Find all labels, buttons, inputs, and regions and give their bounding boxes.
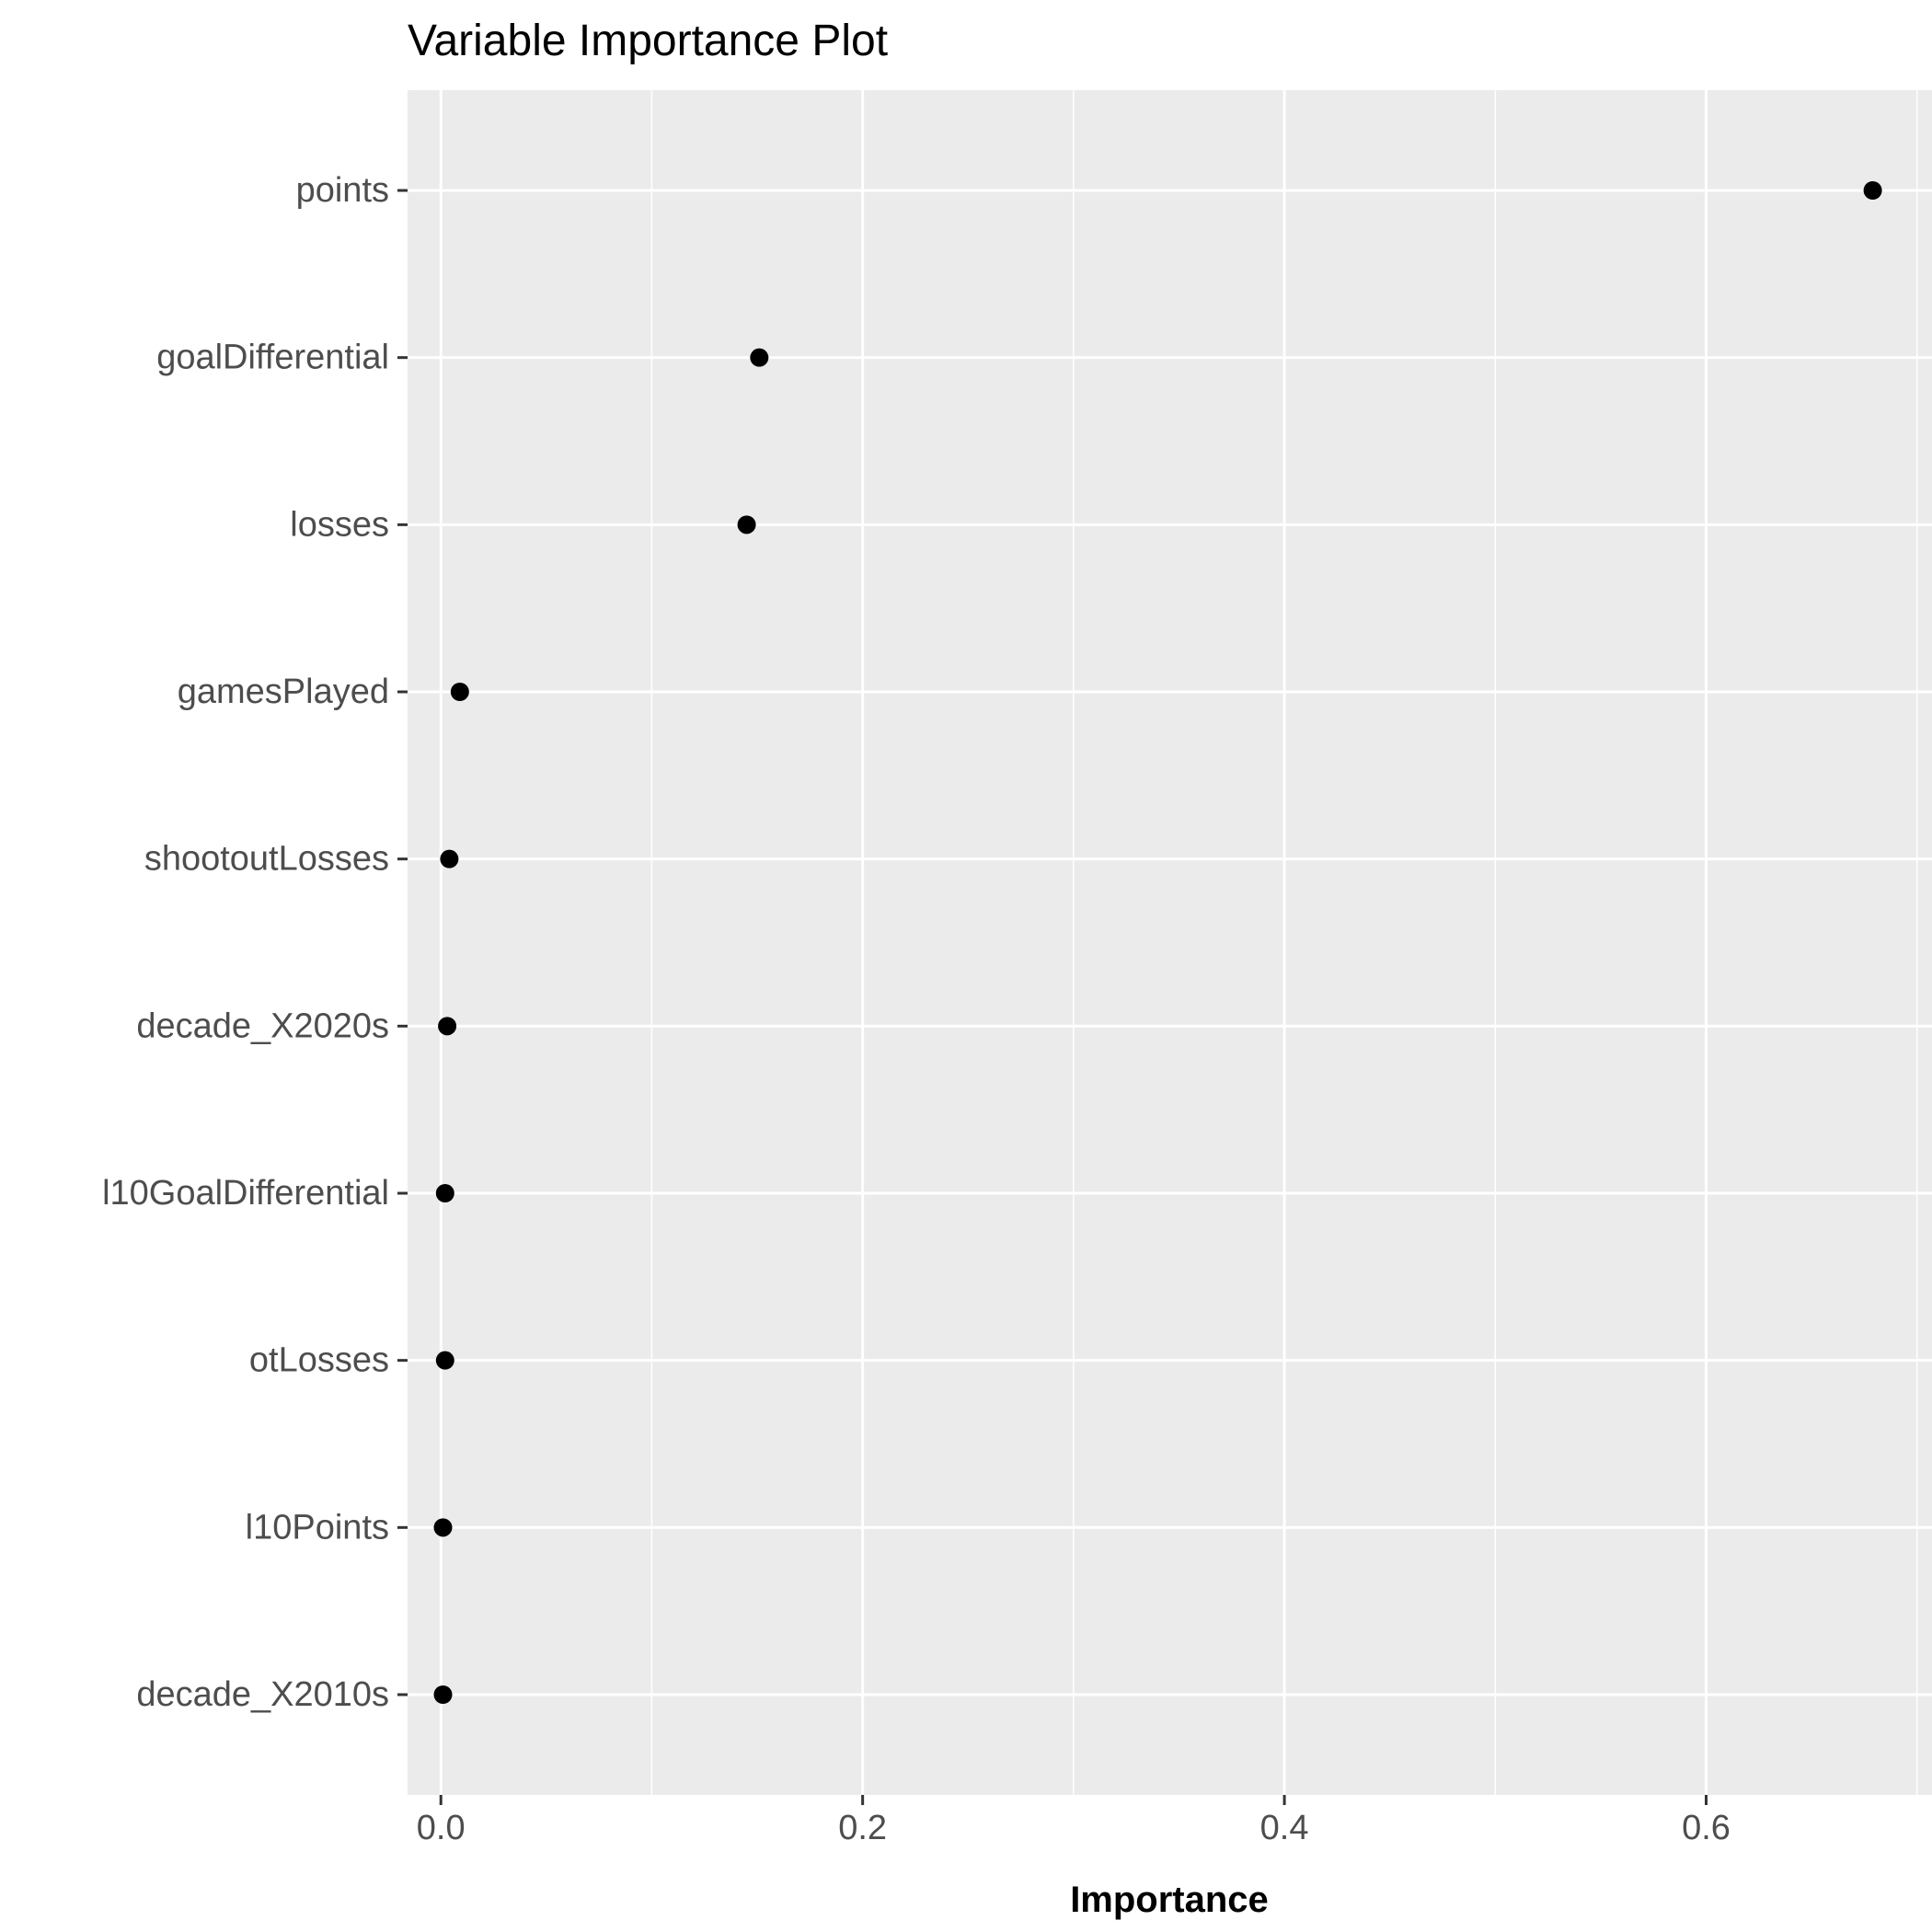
data-point [435, 1351, 454, 1370]
y-tick-label: goalDifferential [156, 339, 389, 377]
data-point [433, 1685, 453, 1704]
data-point [737, 515, 756, 535]
x-tick-label: 0.0 [417, 1809, 466, 1847]
y-tick-label: decade_X2020s [136, 1006, 389, 1045]
y-tick-label: l10GoalDifferential [102, 1174, 389, 1213]
x-tick-label: 0.2 [838, 1809, 887, 1847]
data-point [450, 683, 469, 701]
x-tick-label: 0.4 [1260, 1809, 1309, 1847]
data-point [440, 849, 459, 868]
chart-title: Variable Importance Plot [408, 17, 888, 65]
y-axis: points goalDifferential losses gamesPlayed s… [102, 171, 408, 1714]
y-tick-label: decade_X2010s [136, 1675, 389, 1714]
data-point [438, 1017, 457, 1036]
y-tick-label: gamesPlayed [178, 673, 389, 711]
y-tick-label: l10Points [246, 1508, 389, 1547]
data-points [433, 181, 1882, 1704]
y-tick-label: losses [290, 505, 389, 544]
data-point [433, 1518, 453, 1537]
y-tick-label: otLosses [249, 1341, 389, 1380]
x-axis: 0.0 0.2 0.4 0.6 [417, 1795, 1731, 1847]
x-axis-label: Importance [1070, 1880, 1269, 1920]
x-tick-label: 0.6 [1682, 1809, 1731, 1847]
plot-panel [408, 90, 1932, 1795]
y-tick-label: shootoutLosses [144, 840, 389, 879]
y-tick-label: points [296, 171, 389, 210]
data-point [435, 1184, 454, 1202]
data-point [750, 348, 769, 367]
gridlines [408, 90, 1932, 1795]
data-point [1863, 181, 1882, 200]
